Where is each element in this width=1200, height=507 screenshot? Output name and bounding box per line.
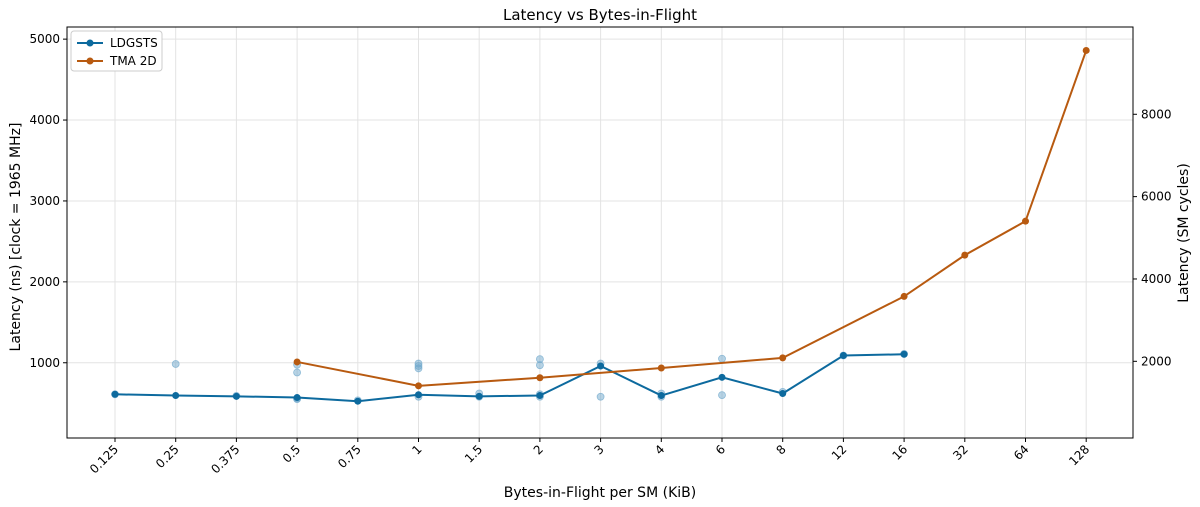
x-tick-label: 0.5 (280, 442, 303, 465)
series-point-tma-2d (1022, 217, 1029, 225)
series-point-tma-2d (415, 382, 422, 390)
x-tick-label: 16 (890, 442, 911, 463)
series-point-tma-2d (536, 374, 544, 382)
y2-axis-ticks: 2000 4000 6000 8000 (1133, 107, 1172, 368)
x-tick-label: 1.5 (462, 442, 485, 465)
series-point-ldgsts (232, 392, 240, 400)
series-point-ldgsts (779, 390, 787, 398)
x-tick-label: 128 (1066, 442, 1092, 468)
x-tick-label: 4 (652, 442, 667, 457)
series-point-ldgsts (111, 390, 119, 398)
series-line-tma-2d (296, 50, 1088, 387)
y2-axis-label: Latency (SM cycles) (1176, 163, 1192, 303)
series-point-ldgsts (718, 373, 726, 381)
series-point-ldgsts (354, 397, 362, 405)
x-tick-label: 64 (1011, 442, 1032, 463)
series-point-ldgsts (293, 394, 301, 402)
series-point-tma-2d (900, 292, 908, 300)
x-axis-ticks: 0.125 0.25 0.375 0.5 0.75 1 1.5 2 3 4 6 8 12 16 32 64 12… (87, 438, 1092, 476)
legend-label-tma: TMA 2D (109, 54, 157, 68)
series-point-ldgsts (657, 392, 665, 400)
series-point-ldgsts (475, 392, 483, 400)
plot-frame (66, 26, 1134, 439)
x-tick-label: 32 (950, 442, 971, 463)
series-point-tma-2d (1082, 46, 1090, 54)
ldgsts-sample-point (414, 364, 423, 373)
grid-lines (67, 27, 1133, 438)
series-lines (111, 46, 1090, 405)
legend-label-ldgsts: LDGSTS (110, 36, 158, 50)
x-axis-label: Bytes-in-Flight per SM (KiB) (504, 485, 696, 501)
ldgsts-sample-point (596, 392, 605, 401)
x-tick-label: 8 (774, 442, 789, 457)
series-point-ldgsts (172, 392, 180, 400)
x-tick-label: 1 (409, 442, 424, 457)
y-tick-label: 1000 (29, 356, 60, 370)
legend: LDGSTS TMA 2D (70, 30, 163, 72)
x-tick-label: 0.75 (335, 442, 364, 471)
x-tick-label: 3 (591, 442, 606, 457)
y2-tick-label: 2000 (1141, 354, 1172, 368)
x-tick-label: 2 (531, 442, 546, 457)
y-tick-label: 4000 (29, 113, 60, 127)
y2-tick-label: 6000 (1141, 190, 1172, 204)
x-tick-label: 0.125 (87, 442, 121, 476)
y2-tick-label: 8000 (1141, 107, 1172, 121)
series-point-ldgsts (900, 350, 908, 358)
ldgsts-sample-point (718, 391, 726, 400)
legend-marker-ldgsts (86, 39, 94, 47)
series-line-ldgsts (114, 353, 905, 403)
series-point-ldgsts (415, 391, 422, 399)
y-tick-label: 3000 (29, 194, 60, 208)
series-point-ldgsts (597, 362, 605, 370)
legend-marker-tma (86, 57, 94, 65)
x-tick-label: 0.375 (208, 442, 242, 476)
series-point-tma-2d (657, 364, 665, 372)
ldgsts-sample-point (536, 361, 544, 370)
x-tick-label: 12 (829, 442, 850, 463)
ldgsts-sample-point (718, 354, 726, 363)
y-tick-label: 5000 (29, 32, 60, 46)
y-axis-label: Latency (ns) [clock = 1965 MHz] (8, 123, 24, 352)
series-point-tma-2d (961, 251, 969, 259)
y2-tick-label: 4000 (1141, 272, 1172, 286)
x-tick-label: 6 (713, 442, 728, 457)
series-point-ldgsts (839, 351, 847, 359)
chart-title: Latency vs Bytes-in-Flight (503, 6, 697, 24)
ldgsts-sample-point (171, 360, 180, 368)
x-tick-label: 0.25 (153, 442, 182, 471)
series-point-tma-2d (779, 354, 787, 362)
y-axis-ticks: 1000 2000 3000 4000 5000 (29, 32, 67, 370)
y-tick-label: 2000 (29, 275, 60, 289)
ldgsts-sample-point (293, 368, 302, 377)
series-point-ldgsts (536, 392, 544, 400)
series-point-tma-2d (293, 358, 301, 366)
